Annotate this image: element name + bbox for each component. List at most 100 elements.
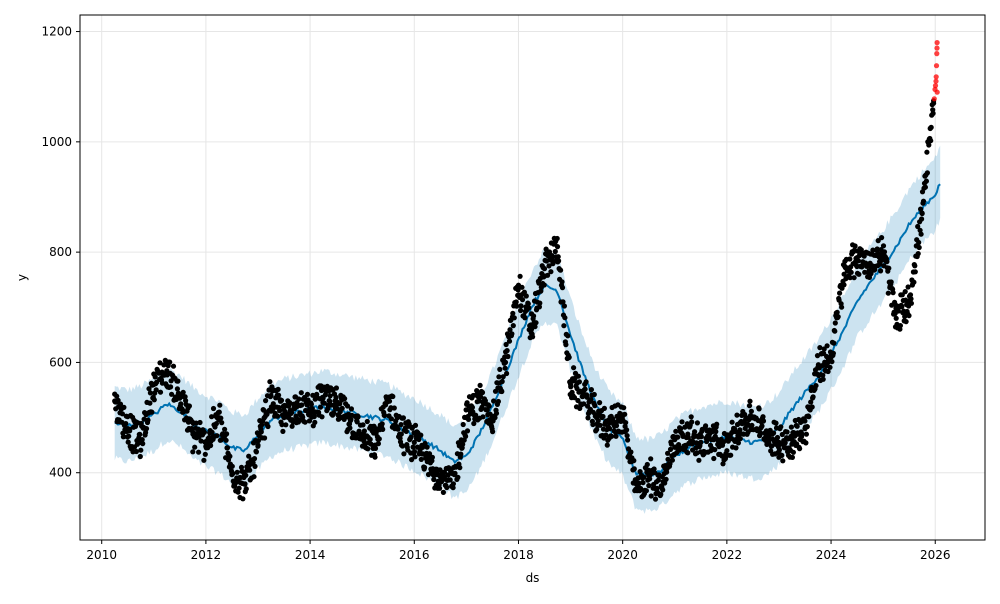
highlighted-point xyxy=(934,51,940,57)
observed-point xyxy=(848,269,854,275)
observed-point xyxy=(137,453,143,460)
observed-point xyxy=(298,390,304,396)
observed-point xyxy=(504,370,510,377)
grid xyxy=(80,15,985,540)
observed-point xyxy=(877,261,883,267)
observed-point xyxy=(748,408,755,414)
observed-point xyxy=(137,431,143,437)
observed-point xyxy=(411,449,418,455)
observed-point xyxy=(916,244,922,251)
observed-point xyxy=(258,429,264,435)
observed-point xyxy=(774,434,781,441)
observed-point xyxy=(253,449,259,455)
observed-point xyxy=(737,436,743,442)
observed-point xyxy=(923,178,930,184)
observed-point xyxy=(386,398,393,404)
observed-point xyxy=(558,267,564,273)
observed-point xyxy=(893,315,899,321)
observed-point xyxy=(920,198,927,204)
highlighted-point xyxy=(932,83,939,89)
observed-point xyxy=(280,428,286,434)
observed-point xyxy=(654,485,660,491)
observed-point xyxy=(597,422,603,428)
observed-point xyxy=(737,427,743,433)
observed-point xyxy=(760,418,767,424)
observed-point xyxy=(145,417,151,423)
observed-point xyxy=(919,210,925,216)
observed-point xyxy=(624,427,630,433)
observed-point xyxy=(496,374,502,380)
observed-point xyxy=(908,300,915,306)
observed-point xyxy=(276,392,282,398)
observed-point xyxy=(692,429,698,435)
observed-point xyxy=(505,353,511,360)
observed-point xyxy=(703,423,709,429)
observed-point xyxy=(907,292,914,298)
highlighted-point xyxy=(933,74,939,80)
observed-point xyxy=(518,303,524,309)
observed-point xyxy=(303,407,309,414)
observed-point xyxy=(429,454,435,460)
observed-point xyxy=(926,142,932,148)
observed-point xyxy=(219,420,225,426)
observed-point xyxy=(831,340,837,346)
observed-point xyxy=(251,474,257,480)
observed-point xyxy=(224,445,231,451)
observed-point xyxy=(465,416,472,422)
observed-point xyxy=(511,315,517,321)
y-tick-label: 600 xyxy=(49,355,72,369)
observed-point xyxy=(839,304,845,310)
observed-point xyxy=(554,244,561,250)
observed-point xyxy=(552,248,558,255)
observed-point xyxy=(513,299,519,305)
observed-point xyxy=(391,405,397,411)
observed-point xyxy=(884,259,890,265)
observed-point xyxy=(696,457,702,463)
observed-point xyxy=(646,483,652,489)
observed-point xyxy=(928,124,934,130)
observed-point xyxy=(886,265,892,271)
observed-point xyxy=(543,246,549,252)
observed-point xyxy=(379,421,385,427)
observed-point xyxy=(411,439,417,445)
observed-point xyxy=(365,446,371,452)
observed-point xyxy=(380,426,386,432)
observed-point xyxy=(469,404,475,410)
observed-point xyxy=(141,416,147,422)
observed-point xyxy=(263,398,269,404)
observed-point xyxy=(495,398,501,405)
observed-point xyxy=(922,184,929,190)
observed-point xyxy=(685,450,691,456)
observed-point xyxy=(803,440,809,446)
observed-point xyxy=(603,432,609,438)
observed-point xyxy=(180,389,186,395)
observed-point xyxy=(622,411,628,417)
observed-point xyxy=(196,449,202,455)
observed-point xyxy=(556,258,562,264)
observed-point xyxy=(455,474,461,480)
observed-point xyxy=(647,476,653,482)
observed-point xyxy=(209,414,215,420)
observed-point xyxy=(563,342,569,348)
observed-point xyxy=(242,481,248,487)
observed-point xyxy=(878,268,884,274)
observed-point xyxy=(643,488,650,494)
observed-point xyxy=(251,456,258,462)
observed-point xyxy=(499,388,505,395)
observed-point xyxy=(624,433,630,439)
observed-point xyxy=(422,464,428,471)
observed-point xyxy=(460,421,466,428)
observed-point xyxy=(824,343,830,349)
observed-point xyxy=(903,297,909,303)
observed-point xyxy=(149,409,155,415)
observed-point xyxy=(533,320,539,326)
observed-point xyxy=(354,419,360,425)
observed-point xyxy=(125,439,131,445)
observed-point xyxy=(604,442,610,448)
observed-point xyxy=(663,476,669,482)
observed-point xyxy=(474,399,480,405)
observed-point xyxy=(856,271,862,277)
observed-point xyxy=(665,450,671,456)
observed-point xyxy=(262,435,268,441)
observed-point xyxy=(236,485,242,491)
